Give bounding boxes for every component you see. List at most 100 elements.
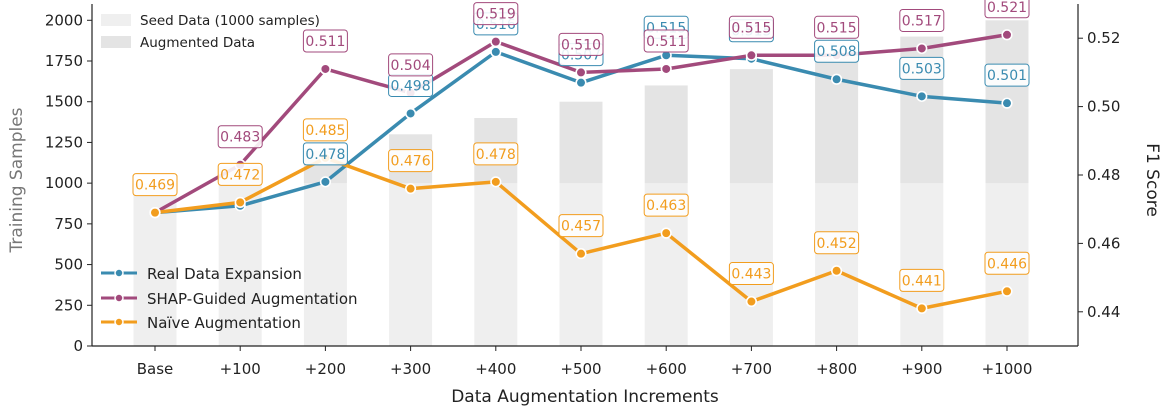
point-shap: [1001, 29, 1013, 41]
data-label-box: [643, 193, 689, 217]
data-label-real: 0.498: [388, 73, 434, 97]
x-tick-label: +800: [816, 360, 857, 378]
legend-label-augmented: Augmented Data: [140, 35, 255, 51]
point-naive: [1001, 285, 1013, 297]
x-axis-title: Data Augmentation Increments: [451, 387, 719, 407]
legend-label-real: Real Data Expansion: [147, 265, 302, 283]
data-label-text: 0.472: [220, 167, 260, 183]
point-shap: [660, 63, 672, 75]
bar-augmented: [559, 101, 603, 184]
legend-label-naive: Naïve Augmentation: [147, 314, 301, 332]
data-label-box: [814, 231, 860, 255]
data-label-real: 0.503: [899, 56, 945, 80]
data-label-text: 0.452: [817, 236, 857, 252]
data-label-text: 0.510: [561, 37, 601, 53]
line-legend: Real Data Expansion SHAP-Guided Augmenta…: [101, 265, 358, 332]
data-label-box: [899, 8, 945, 32]
data-label-real: 0.501: [984, 63, 1030, 87]
x-tick-label: +900: [901, 360, 942, 378]
data-label-text: 0.478: [476, 147, 516, 163]
point-shap: [575, 66, 587, 78]
data-label-naive: 0.441: [899, 268, 945, 292]
data-label-naive: 0.446: [984, 251, 1030, 275]
data-label-box: [984, 0, 1030, 19]
point-naive: [745, 295, 758, 308]
data-label-text: 0.463: [646, 198, 686, 214]
point-naive: [234, 196, 246, 208]
point-naive: [830, 265, 843, 277]
axes-layer: 0 250 500 750 1000 1250 1500 1750 2000 0.44 0.46 0.…: [45, 4, 1120, 378]
data-label-naive: 0.457: [558, 214, 604, 238]
data-label-text: 0.483: [220, 130, 260, 146]
bar-seed: [900, 183, 944, 346]
y-right-tick-label: 0.48: [1087, 166, 1120, 184]
data-label-box: [558, 32, 604, 56]
y-left-tick-label: 1000: [45, 174, 83, 192]
data-label-real: 0.508: [814, 39, 860, 63]
data-label-box: [643, 29, 689, 53]
data-label-text: 0.446: [987, 256, 1027, 272]
y-left-tick-label: 2000: [45, 11, 83, 29]
data-label-naive: 0.469: [132, 173, 178, 197]
point-real: [1001, 97, 1013, 109]
y-left-tick-label: 0: [73, 337, 83, 355]
x-tick-label: +700: [731, 360, 772, 378]
data-label-text: 0.443: [731, 267, 771, 283]
data-label-box: [217, 162, 263, 186]
y-left-tick-label: 1500: [45, 93, 83, 111]
y-right-tick-label: 0.46: [1087, 234, 1120, 252]
data-label-text: 0.515: [817, 20, 857, 36]
data-label-shap: 0.483: [217, 125, 263, 149]
point-real: [575, 77, 587, 89]
point-naive: [916, 302, 928, 314]
data-label-text: 0.485: [305, 123, 345, 139]
data-label-naive: 0.452: [814, 231, 860, 255]
y-left-tick-label: 1750: [45, 52, 83, 70]
data-label-box: [473, 142, 519, 166]
y-axis-left-title: Training Samples: [7, 107, 27, 253]
x-tick-label: +400: [475, 360, 516, 378]
point-naive: [575, 248, 587, 260]
data-label-shap: 0.517: [899, 8, 945, 32]
data-label-text: 0.501: [987, 68, 1027, 84]
data-label-text: 0.517: [902, 13, 942, 29]
data-label-text: 0.478: [305, 147, 345, 163]
data-label-text: 0.511: [305, 34, 345, 50]
data-label-shap: 0.504: [388, 53, 434, 77]
data-label-box: [814, 39, 860, 63]
data-label-shap: 0.511: [302, 29, 348, 53]
legend-entry-shap: SHAP-Guided Augmentation: [101, 290, 358, 308]
bar-augmented: [729, 69, 773, 184]
data-label-box: [473, 2, 519, 26]
data-label-shap: 0.515: [814, 15, 860, 39]
x-tick-label: +200: [305, 360, 346, 378]
data-label-naive: 0.485: [302, 118, 348, 142]
y-right-tick-label: 0.50: [1087, 98, 1120, 116]
data-label-box: [984, 251, 1030, 275]
bar-augmented: [815, 52, 859, 184]
point-real: [916, 90, 928, 102]
data-label-naive: 0.443: [728, 262, 774, 286]
point-real: [490, 46, 502, 58]
data-label-box: [388, 149, 434, 173]
data-label-text: 0.504: [391, 58, 431, 74]
data-label-box: [217, 125, 263, 149]
data-label-box: [132, 173, 178, 197]
point-shap: [319, 63, 332, 75]
data-label-box: [899, 268, 945, 292]
data-label-text: 0.519: [476, 7, 516, 23]
point-real: [405, 107, 417, 120]
x-tick-label: +300: [390, 360, 431, 378]
legend-label-shap: SHAP-Guided Augmentation: [147, 290, 358, 308]
data-label-box: [388, 53, 434, 77]
data-label-shap: 0.515: [728, 15, 774, 39]
data-label-text: 0.457: [561, 219, 601, 235]
data-label-text: 0.511: [646, 34, 686, 50]
data-label-naive: 0.472: [217, 162, 263, 186]
data-label-text: 0.441: [902, 273, 942, 289]
data-label-box: [728, 262, 774, 286]
data-label-text: 0.469: [135, 178, 175, 194]
legend-entry-real: Real Data Expansion: [101, 265, 302, 283]
data-labels-layer: 0.4780.4980.5160.5070.5150.5150.5080.503…: [132, 0, 1030, 292]
